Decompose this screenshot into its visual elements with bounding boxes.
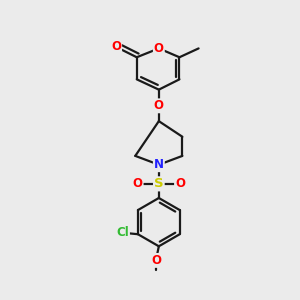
Text: O: O xyxy=(151,254,161,267)
Text: O: O xyxy=(175,177,185,190)
Text: O: O xyxy=(133,177,142,190)
Text: N: N xyxy=(154,158,164,171)
Text: O: O xyxy=(154,99,164,112)
Text: O: O xyxy=(154,42,164,55)
Text: S: S xyxy=(154,177,164,190)
Text: O: O xyxy=(111,40,121,53)
Text: Cl: Cl xyxy=(116,226,129,239)
